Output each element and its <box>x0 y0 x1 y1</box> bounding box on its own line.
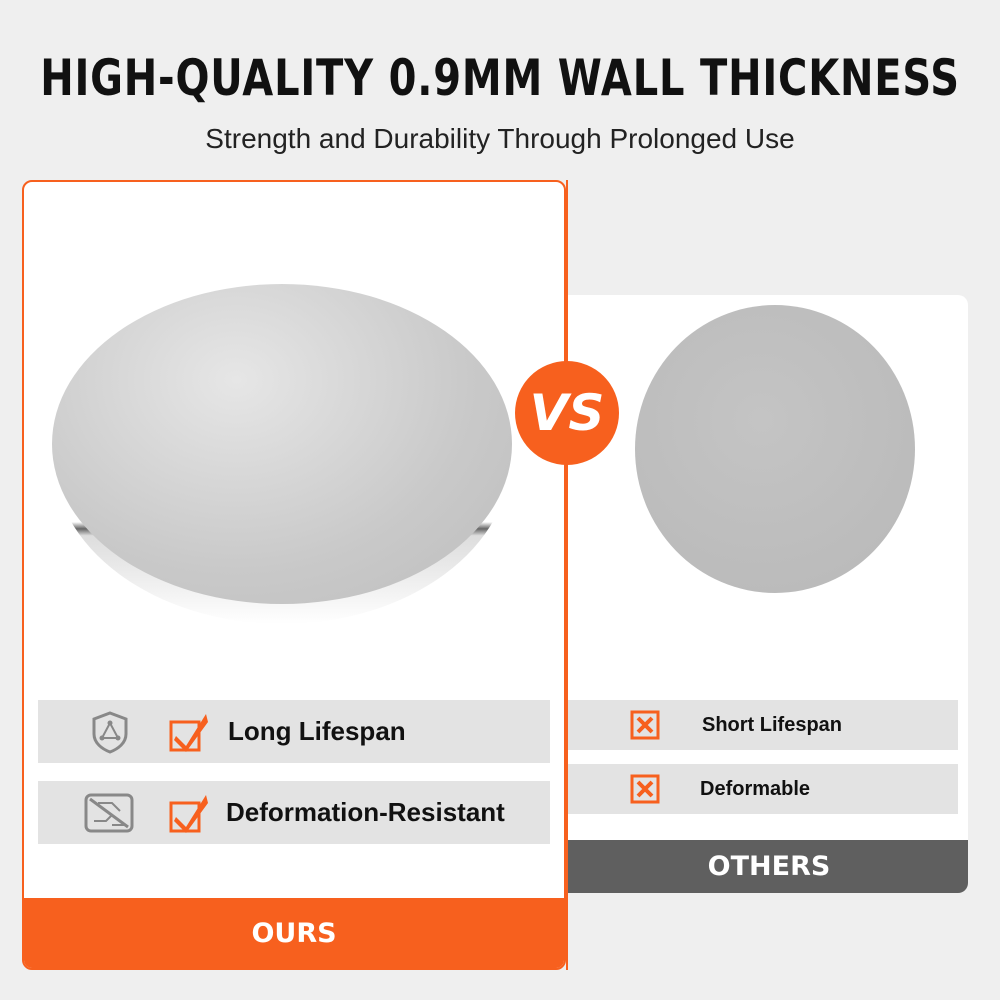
divider-line <box>566 460 568 970</box>
ours-card: Long Lifespan Deformation-Resistant OURS <box>22 180 566 970</box>
others-feature-row: Short Lifespan <box>566 700 958 750</box>
page-subtitle: Strength and Durability Through Prolonge… <box>205 123 795 154</box>
divider-line <box>566 180 568 365</box>
feature-label: Short Lifespan <box>702 713 843 736</box>
others-band: OTHERS <box>540 840 968 893</box>
others-feature-row: Deformable <box>566 764 958 814</box>
ours-feature-row: Deformation-Resistant <box>38 781 550 844</box>
vs-badge: VS <box>515 361 619 465</box>
ours-feature-row: Long Lifespan <box>38 700 550 763</box>
feature-label: Long Lifespan <box>228 716 406 746</box>
checkbox-x-icon <box>630 774 660 804</box>
others-lid-image <box>635 305 915 593</box>
feature-label: Deformation-Resistant <box>226 797 505 827</box>
ours-lid-image <box>52 284 512 624</box>
checkbox-checked-icon <box>169 794 208 833</box>
ours-band: OURS <box>24 898 564 968</box>
feature-label: Deformable <box>700 777 811 800</box>
checkbox-checked-icon <box>169 713 208 752</box>
circuit-crossed-icon <box>84 793 134 832</box>
checkbox-x-icon <box>630 710 660 740</box>
shield-triangle-icon <box>92 710 128 754</box>
page-title: HIGH-QUALITY 0.9MM WALL THICKNESS <box>40 49 960 107</box>
